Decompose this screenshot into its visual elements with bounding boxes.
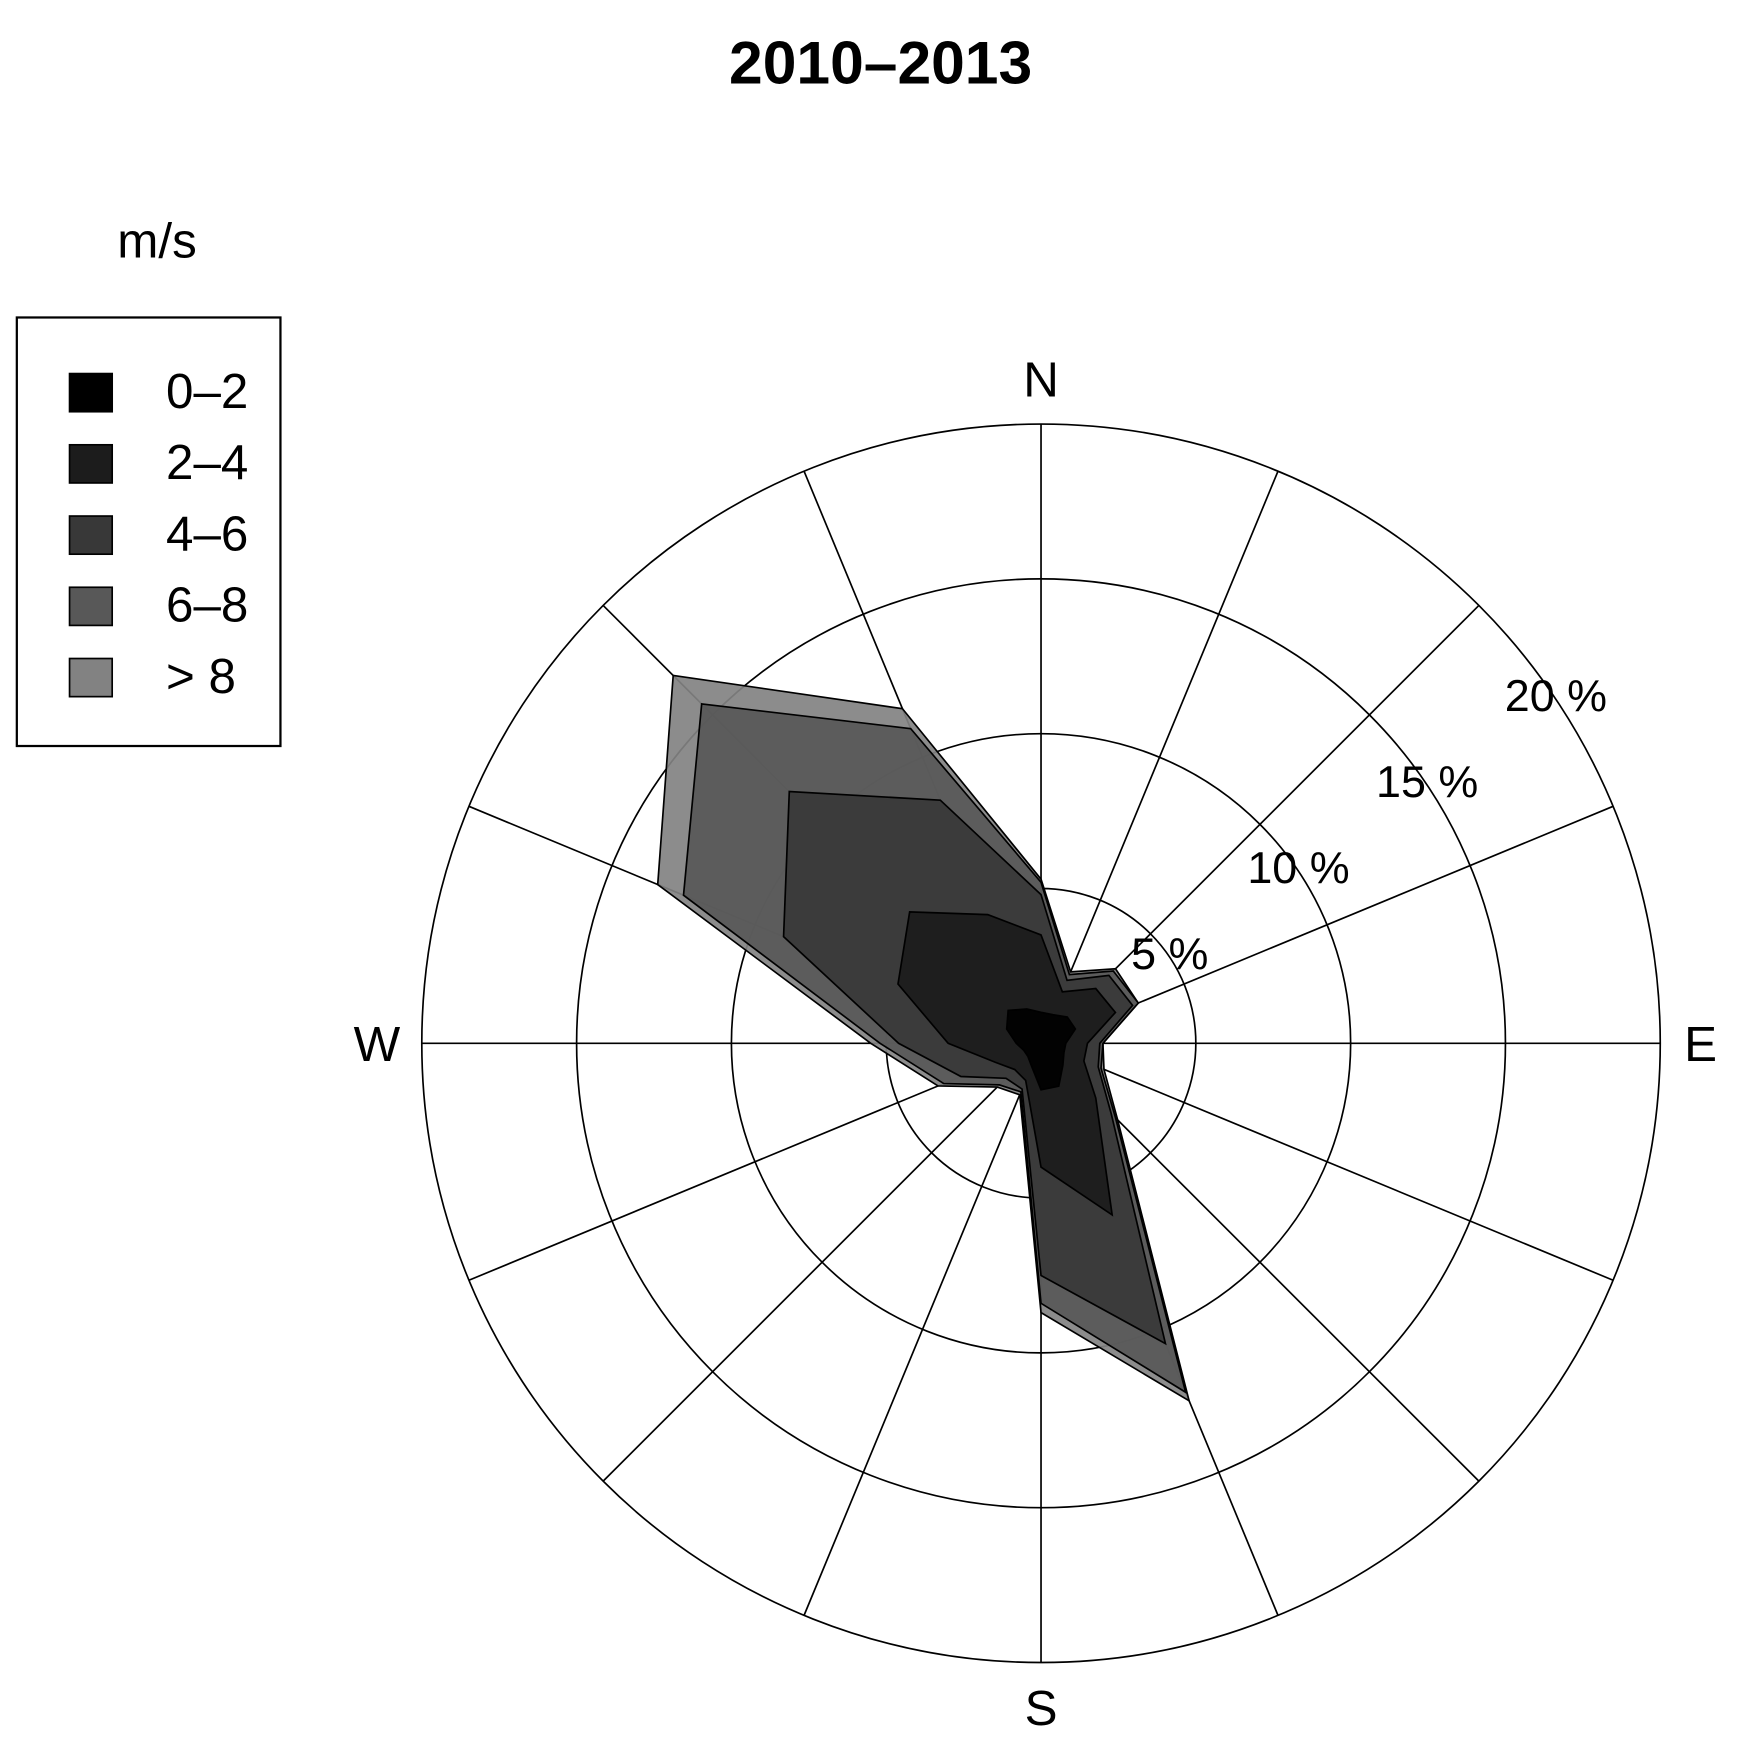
legend-swatch — [68, 657, 114, 698]
r-tick-label: 15 % — [1376, 756, 1478, 807]
grid-ring — [730, 732, 1352, 1354]
legend-swatch — [68, 372, 114, 413]
legend-label: > 8 — [166, 649, 236, 704]
r-tick-label: 5 % — [1131, 928, 1208, 979]
legend-swatch — [68, 586, 114, 627]
r-tick-label: 20 % — [1505, 670, 1607, 721]
rose-area — [782, 790, 1167, 1346]
legend-label: 4–6 — [166, 506, 248, 561]
rose-area — [897, 911, 1117, 1217]
grid-ring — [575, 578, 1507, 1509]
legend-label: 2–4 — [166, 435, 248, 490]
grid-ring — [420, 423, 1662, 1664]
legend-label: 6–8 — [166, 578, 248, 633]
rose-area — [1005, 1008, 1077, 1091]
legend-box — [15, 316, 282, 748]
direction-label: E — [1684, 1017, 1717, 1072]
legend-swatch — [68, 443, 114, 484]
chart-title: 2010–2013 — [729, 28, 1032, 96]
direction-label: W — [354, 1017, 401, 1072]
legend-title: m/s — [117, 214, 197, 269]
legend-swatch — [68, 515, 114, 556]
legend-label: 0–2 — [166, 364, 248, 419]
r-tick-label: 10 % — [1247, 842, 1349, 893]
direction-label: S — [1025, 1681, 1058, 1736]
direction-label: N — [1023, 353, 1059, 408]
